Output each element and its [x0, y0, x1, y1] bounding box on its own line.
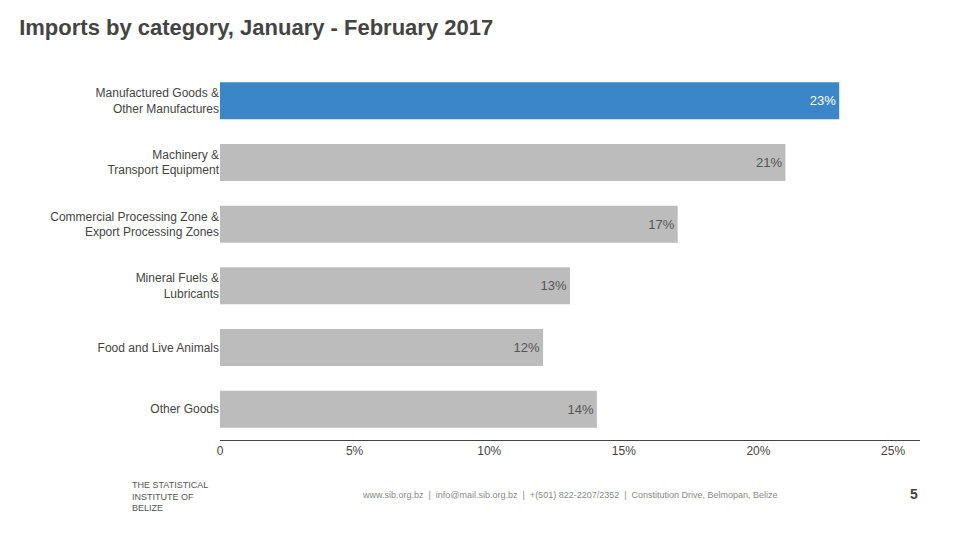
- svg-text:5%: 5%: [346, 444, 364, 458]
- svg-text:25%: 25%: [881, 444, 905, 458]
- svg-text:www.sib.org.bz | info@mail.s: www.sib.org.bz | info@mail.sib.org.bz | …: [362, 490, 778, 500]
- svg-text:Machinery &Transport Equipment: Machinery &Transport Equipment: [107, 148, 219, 178]
- svg-text:Imports by category, January -: Imports by category, January - February …: [19, 15, 493, 40]
- svg-text:23%: 23%: [810, 93, 836, 108]
- svg-text:0: 0: [217, 444, 224, 458]
- svg-text:Manufactured Goods &Other Manu: Manufactured Goods &Other Manufactures: [96, 86, 219, 116]
- svg-text:Other Goods: Other Goods: [150, 402, 219, 416]
- svg-text:10%: 10%: [477, 444, 501, 458]
- svg-text:Food and Live Animals: Food and Live Animals: [98, 341, 219, 355]
- svg-text:17%: 17%: [648, 217, 674, 232]
- svg-text:15%: 15%: [612, 444, 636, 458]
- svg-text:THE STATISTICALINSTITUTE OFBEL: THE STATISTICALINSTITUTE OFBELIZE: [132, 480, 208, 513]
- svg-text:5: 5: [910, 486, 918, 502]
- svg-text:21%: 21%: [756, 155, 782, 170]
- svg-text:20%: 20%: [746, 444, 770, 458]
- svg-text:13%: 13%: [541, 278, 567, 293]
- svg-text:14%: 14%: [567, 402, 593, 417]
- svg-text:Commercial Processing Zone &Ex: Commercial Processing Zone &Export Proce…: [50, 210, 219, 240]
- svg-text:12%: 12%: [514, 340, 540, 355]
- svg-text:Mineral Fuels &Lubricants: Mineral Fuels &Lubricants: [136, 271, 219, 301]
